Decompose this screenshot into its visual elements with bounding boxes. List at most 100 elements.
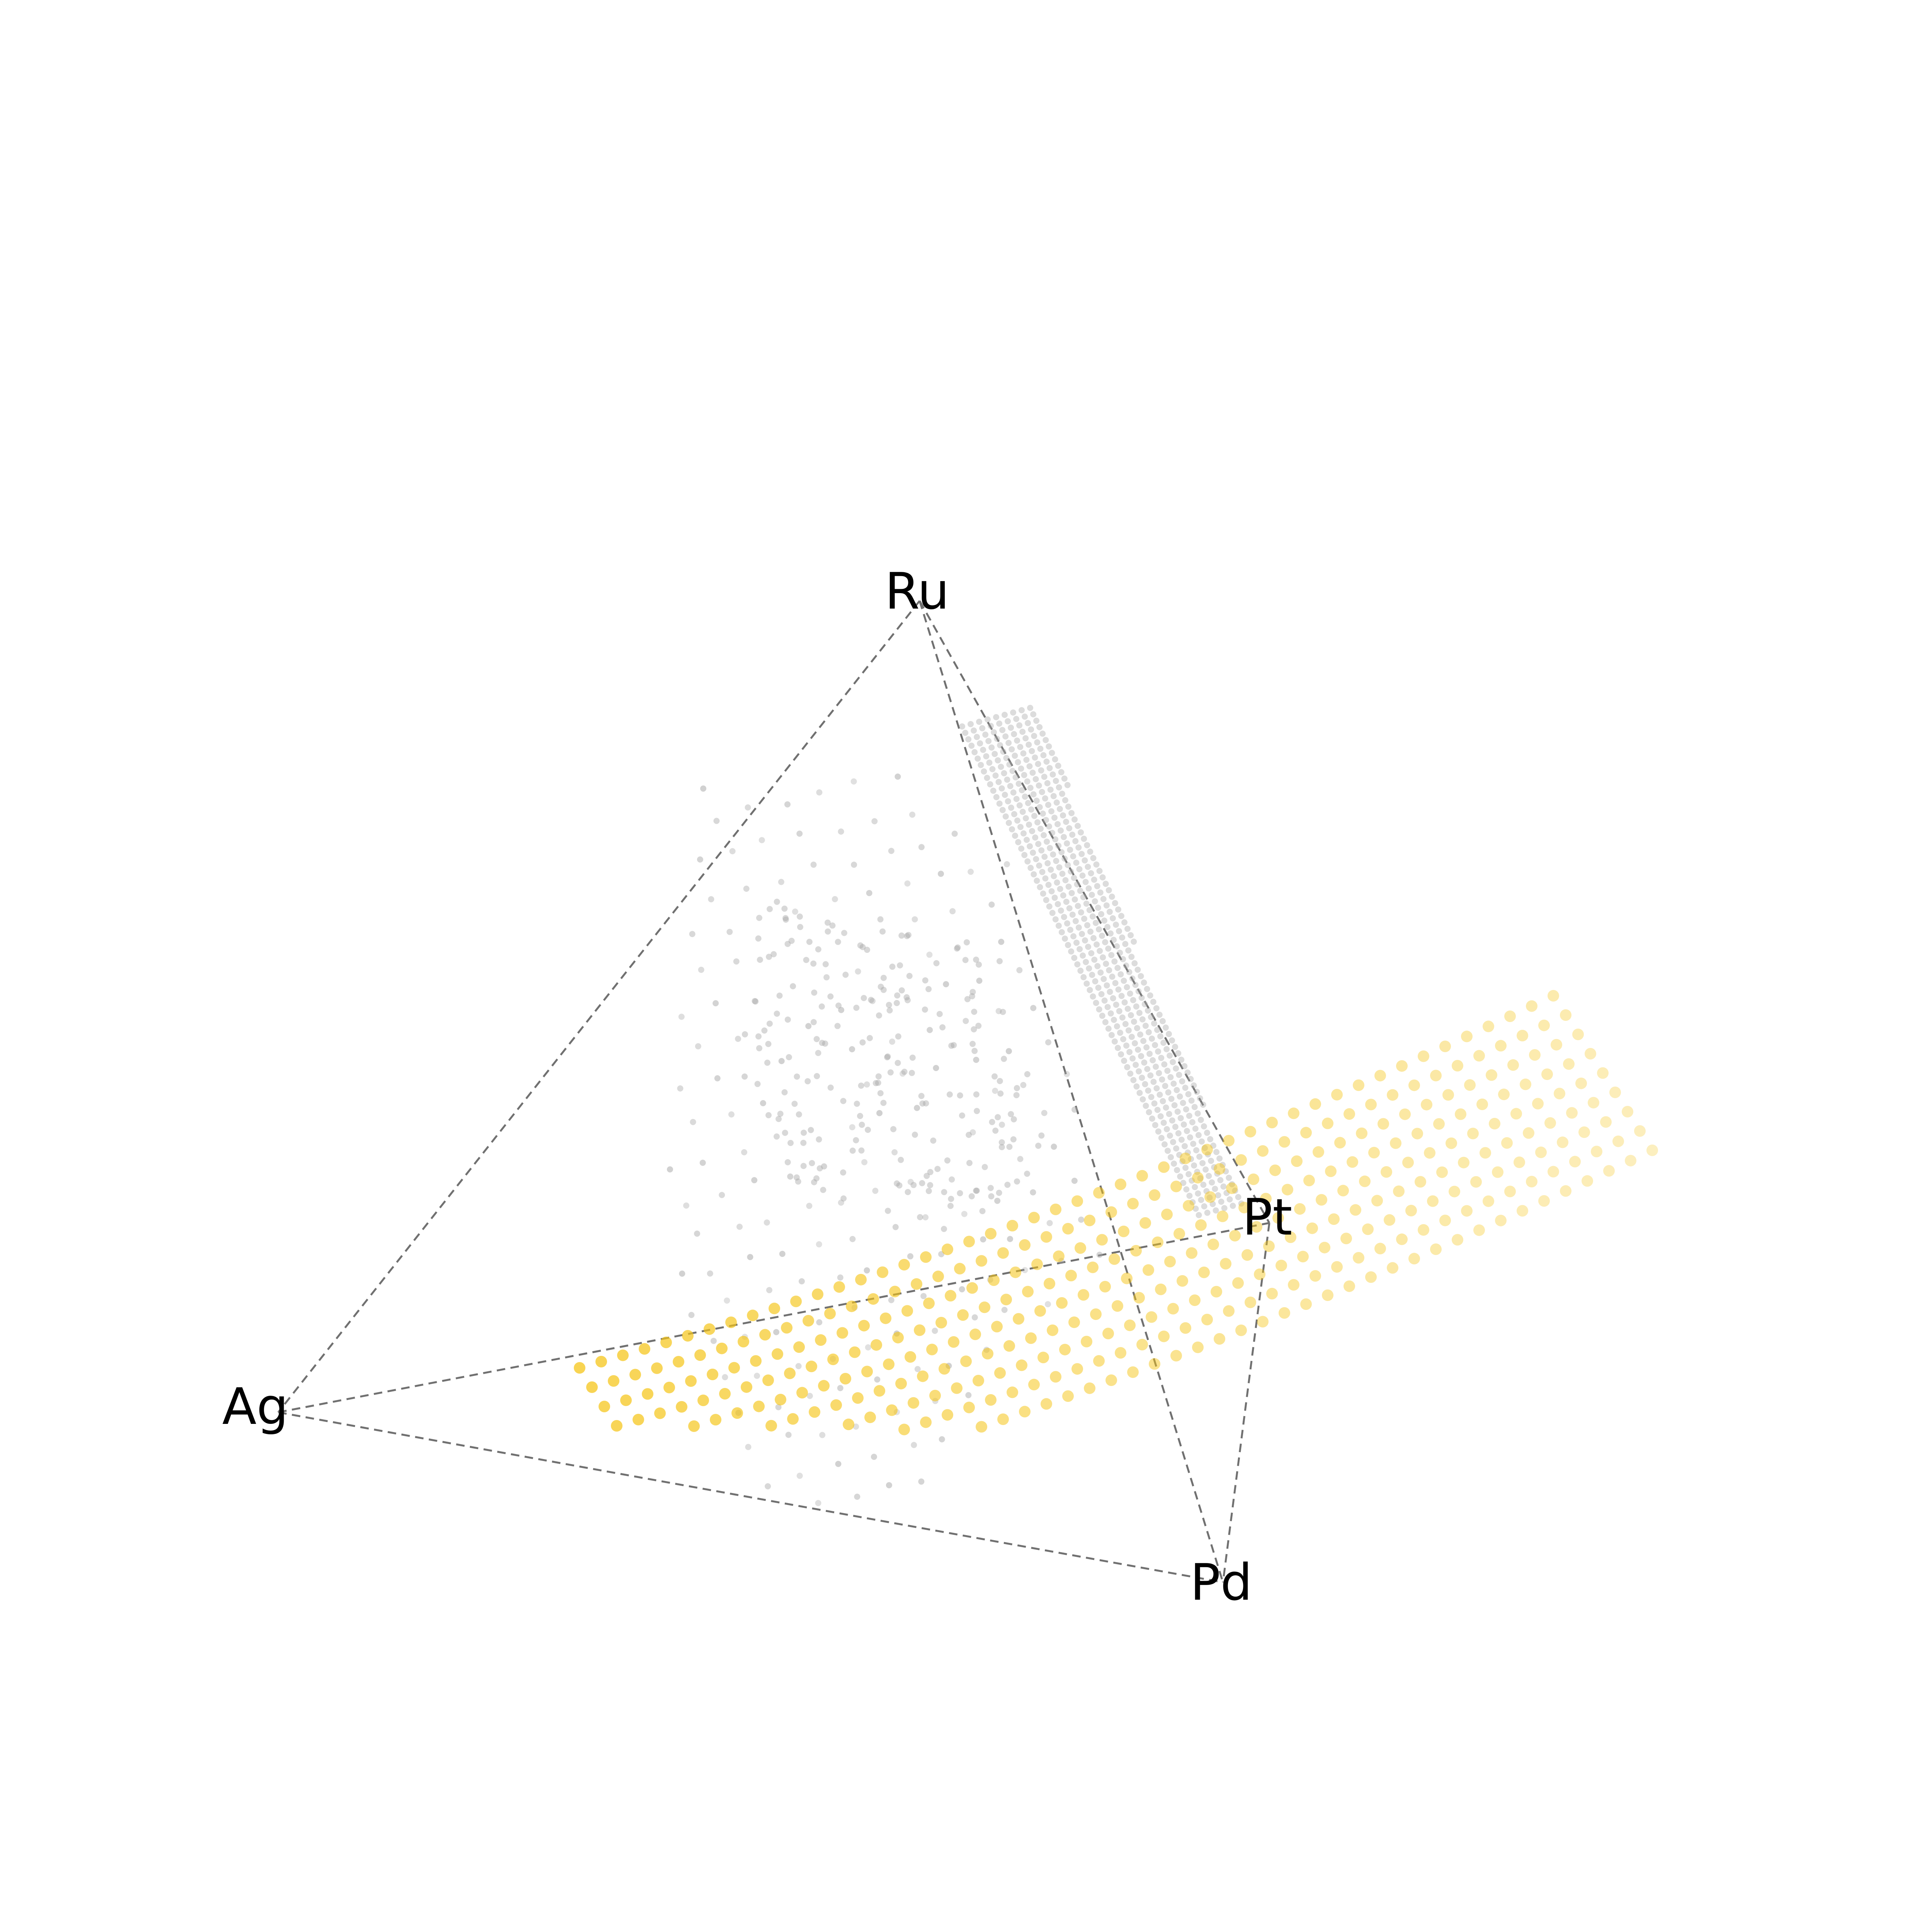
grid-point (809, 1160, 815, 1167)
slice-point (1585, 1048, 1596, 1060)
grid-point (886, 1007, 893, 1014)
slice-point (790, 1296, 802, 1307)
grid-point (895, 773, 901, 780)
slice-point (1356, 1128, 1367, 1139)
grid-point (745, 1444, 752, 1450)
grid-point (1117, 1029, 1123, 1036)
slice-point (787, 1413, 799, 1425)
grid-point (1097, 948, 1103, 954)
slice-point (1476, 1099, 1488, 1110)
grid-point (1079, 872, 1086, 879)
grid-point (1068, 810, 1075, 816)
grid-point (1143, 1102, 1149, 1109)
slice-point (682, 1330, 694, 1342)
grid-point (1098, 991, 1105, 997)
grid-point (1011, 811, 1017, 817)
grid-point (1080, 974, 1087, 980)
grid-point (1157, 1113, 1164, 1119)
slice-point (1081, 1336, 1092, 1347)
grid-point (667, 1166, 673, 1173)
slice-point (1044, 1278, 1055, 1289)
grid-point (1066, 825, 1073, 832)
grid-point (1009, 768, 1016, 774)
grid-point (1012, 832, 1018, 839)
grid-point (1081, 915, 1087, 922)
grid-point (1016, 967, 1023, 973)
grid-point (1116, 1008, 1122, 1014)
grid-point (1114, 943, 1120, 949)
slice-point (1050, 1371, 1061, 1383)
grid-point (1000, 748, 1007, 755)
slice-point (654, 1407, 666, 1419)
grid-point (959, 723, 965, 730)
grid-point (1105, 887, 1112, 893)
slice-point (1486, 1069, 1497, 1081)
grid-point (751, 1177, 758, 1184)
grid-point (969, 1129, 976, 1136)
grid-point (1189, 1119, 1196, 1126)
grid-point (790, 983, 796, 990)
grid-point (1037, 825, 1044, 832)
grid-point (996, 800, 1003, 807)
grid-point (1184, 1128, 1190, 1134)
grid-point (766, 1020, 773, 1027)
grid-point (1049, 830, 1056, 836)
grid-point (1199, 1138, 1205, 1145)
grid-point (1013, 796, 1020, 802)
slice-point (1563, 1058, 1575, 1070)
grid-point (957, 1190, 963, 1196)
grid-point (865, 1344, 871, 1350)
slice-point (1334, 1137, 1346, 1149)
slice-point (963, 1401, 975, 1413)
grid-point (1046, 1220, 1053, 1226)
grid-point (1054, 901, 1061, 907)
grid-point (1133, 1061, 1139, 1068)
grid-point (835, 1002, 842, 1009)
slice-point (874, 1385, 885, 1397)
grid-point (1214, 1170, 1221, 1177)
grid-point (1029, 748, 1035, 754)
slice-point (1294, 1203, 1306, 1215)
grid-point (1102, 881, 1109, 887)
slice-point (1458, 1156, 1469, 1168)
grid-point (947, 1202, 954, 1209)
grid-point (1035, 1143, 1042, 1149)
grid-point (1074, 881, 1080, 888)
grid-point (1108, 952, 1115, 958)
slice-point (1282, 1184, 1293, 1196)
grid-point (710, 1338, 717, 1344)
grid-point (1055, 842, 1062, 849)
grid-point (1206, 1173, 1212, 1179)
grid-point (800, 1139, 807, 1146)
slice-point (1158, 1161, 1170, 1173)
slice-point (1362, 1223, 1374, 1235)
grid-point (766, 1287, 772, 1293)
slice-point (1300, 1127, 1312, 1139)
grid-point (1039, 810, 1046, 817)
grid-point (898, 932, 905, 939)
slice-point (837, 1327, 848, 1339)
slice-point (1313, 1146, 1324, 1158)
slice-point (694, 1349, 706, 1361)
grid-point (1089, 913, 1096, 920)
grid-point (1217, 1177, 1224, 1184)
grid-point (1148, 1014, 1154, 1020)
grid-point (787, 1140, 794, 1146)
grid-point (971, 1314, 978, 1321)
grid-point (1176, 1071, 1182, 1078)
grid-point (985, 716, 991, 723)
slice-point (982, 1348, 993, 1360)
grid-point (978, 762, 984, 768)
grid-point (1078, 1216, 1084, 1223)
grid-point (1125, 1027, 1132, 1034)
slice-point (1041, 1231, 1052, 1243)
grid-point (1025, 800, 1031, 806)
slice-point (1105, 1206, 1117, 1218)
grid-point (987, 781, 993, 787)
grid-point (1056, 806, 1063, 812)
slice-point (1374, 1070, 1386, 1082)
grid-point (941, 1189, 947, 1196)
slice-point (586, 1381, 598, 1393)
grid-point (930, 1137, 937, 1144)
slice-point (1232, 1277, 1244, 1289)
